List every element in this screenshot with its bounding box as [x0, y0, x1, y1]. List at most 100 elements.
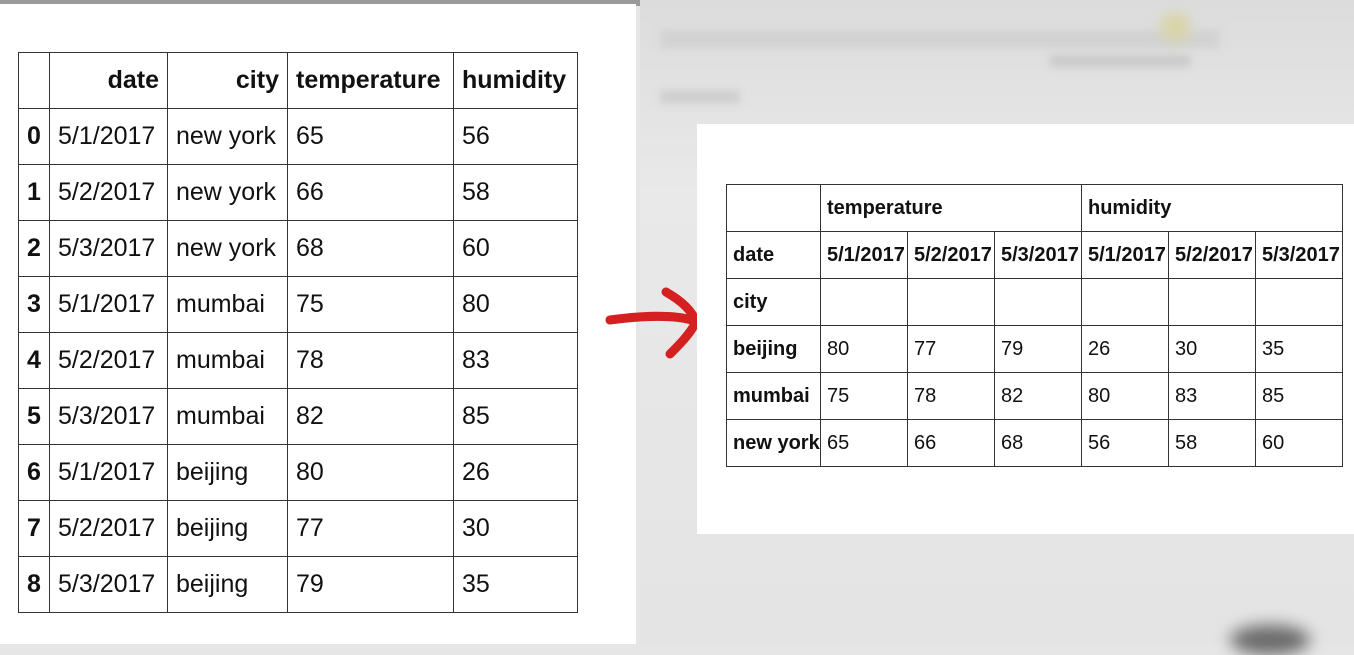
temperature-cell: 77: [287, 500, 454, 557]
row-index: 3: [18, 276, 50, 333]
value-cell: 78: [907, 372, 995, 420]
value-cell: 75: [820, 372, 908, 420]
temperature-cell: 66: [287, 164, 454, 221]
value-cell: 79: [994, 325, 1082, 373]
humidity-cell: 60: [453, 220, 578, 277]
arrow-right-icon: [605, 287, 701, 359]
humidity-cell: 58: [453, 164, 578, 221]
temperature-cell: 79: [287, 556, 454, 613]
date-cell: 5/2/2017: [49, 500, 168, 557]
value-cell: 68: [994, 419, 1082, 467]
original-dataframe-table: date city temperature humidity 0 5/1/2017…: [18, 52, 578, 613]
date-column-header: 5/1/2017: [1081, 231, 1169, 279]
column-index-label: date: [726, 231, 821, 279]
row-index: 4: [18, 332, 50, 389]
humidity-cell: 80: [453, 276, 578, 333]
original-table-panel: date city temperature humidity 0 5/1/2017…: [0, 4, 636, 644]
city-cell: beijing: [167, 444, 288, 501]
city-row-label: new york: [726, 419, 821, 467]
table-row: 5 5/3/2017 mumbai 82 85: [18, 388, 578, 445]
temperature-cell: 68: [287, 220, 454, 277]
blurred-background-shape: [1230, 625, 1310, 655]
column-header-humidity: humidity: [453, 52, 578, 109]
city-cell: new york: [167, 108, 288, 165]
temperature-cell: 65: [287, 108, 454, 165]
city-cell: mumbai: [167, 388, 288, 445]
date-cell: 5/3/2017: [49, 388, 168, 445]
table-row: 4 5/2/2017 mumbai 78 83: [18, 332, 578, 389]
value-cell: 80: [820, 325, 908, 373]
empty-cell: [907, 278, 995, 326]
city-row-label: mumbai: [726, 372, 821, 420]
column-group-temperature: temperature: [820, 184, 1082, 232]
value-cell: 30: [1168, 325, 1256, 373]
table-row: 7 5/2/2017 beijing 77 30: [18, 500, 578, 557]
row-index: 5: [18, 388, 50, 445]
humidity-cell: 83: [453, 332, 578, 389]
date-column-header: 5/1/2017: [820, 231, 908, 279]
city-cell: beijing: [167, 500, 288, 557]
date-cell: 5/1/2017: [49, 108, 168, 165]
temperature-cell: 78: [287, 332, 454, 389]
row-index: 1: [18, 164, 50, 221]
blurred-background-bar: [660, 90, 740, 104]
city-cell: mumbai: [167, 276, 288, 333]
blurred-background-icon: [1160, 12, 1190, 42]
city-cell: new york: [167, 164, 288, 221]
blurred-background-bar: [660, 30, 1220, 48]
date-cell: 5/1/2017: [49, 444, 168, 501]
date-cell: 5/2/2017: [49, 164, 168, 221]
date-cell: 5/2/2017: [49, 332, 168, 389]
table-row: new york 65 66 68 56 58 60: [726, 419, 1343, 467]
temperature-cell: 82: [287, 388, 454, 445]
city-row-label: beijing: [726, 325, 821, 373]
column-group-humidity: humidity: [1081, 184, 1343, 232]
value-cell: 82: [994, 372, 1082, 420]
pivot-table-panel: temperature humidity date 5/1/2017 5/2/20…: [697, 124, 1354, 534]
city-cell: new york: [167, 220, 288, 277]
city-cell: beijing: [167, 556, 288, 613]
value-cell: 83: [1168, 372, 1256, 420]
value-cell: 60: [1255, 419, 1343, 467]
temperature-cell: 80: [287, 444, 454, 501]
empty-cell: [1168, 278, 1256, 326]
table-row: 6 5/1/2017 beijing 80 26: [18, 444, 578, 501]
top-header-row: temperature humidity: [726, 184, 1343, 232]
table-row: 8 5/3/2017 beijing 79 35: [18, 556, 578, 613]
column-header-temperature: temperature: [287, 52, 454, 109]
table-row: 2 5/3/2017 new york 68 60: [18, 220, 578, 277]
empty-cell: [820, 278, 908, 326]
table-row: beijing 80 77 79 26 30 35: [726, 325, 1343, 373]
value-cell: 85: [1255, 372, 1343, 420]
empty-cell: [1081, 278, 1169, 326]
table-row: 0 5/1/2017 new york 65 56: [18, 108, 578, 165]
table-row: 3 5/1/2017 mumbai 75 80: [18, 276, 578, 333]
humidity-cell: 85: [453, 388, 578, 445]
empty-cell: [1255, 278, 1343, 326]
humidity-cell: 26: [453, 444, 578, 501]
value-cell: 77: [907, 325, 995, 373]
temperature-cell: 75: [287, 276, 454, 333]
value-cell: 35: [1255, 325, 1343, 373]
humidity-cell: 56: [453, 108, 578, 165]
humidity-cell: 30: [453, 500, 578, 557]
row-index: 6: [18, 444, 50, 501]
value-cell: 80: [1081, 372, 1169, 420]
row-index: 7: [18, 500, 50, 557]
date-column-header: 5/3/2017: [994, 231, 1082, 279]
date-cell: 5/1/2017: [49, 276, 168, 333]
value-cell: 66: [907, 419, 995, 467]
table-row: 1 5/2/2017 new york 66 58: [18, 164, 578, 221]
column-header-city: city: [167, 52, 288, 109]
date-column-header: 5/3/2017: [1255, 231, 1343, 279]
row-index: 2: [18, 220, 50, 277]
humidity-cell: 35: [453, 556, 578, 613]
value-cell: 58: [1168, 419, 1256, 467]
value-cell: 65: [820, 419, 908, 467]
value-cell: 26: [1081, 325, 1169, 373]
index-header: [18, 52, 50, 109]
date-column-header: 5/2/2017: [1168, 231, 1256, 279]
row-index: 8: [18, 556, 50, 613]
row-index-header-row: city: [726, 278, 1343, 326]
row-index-label: city: [726, 278, 821, 326]
